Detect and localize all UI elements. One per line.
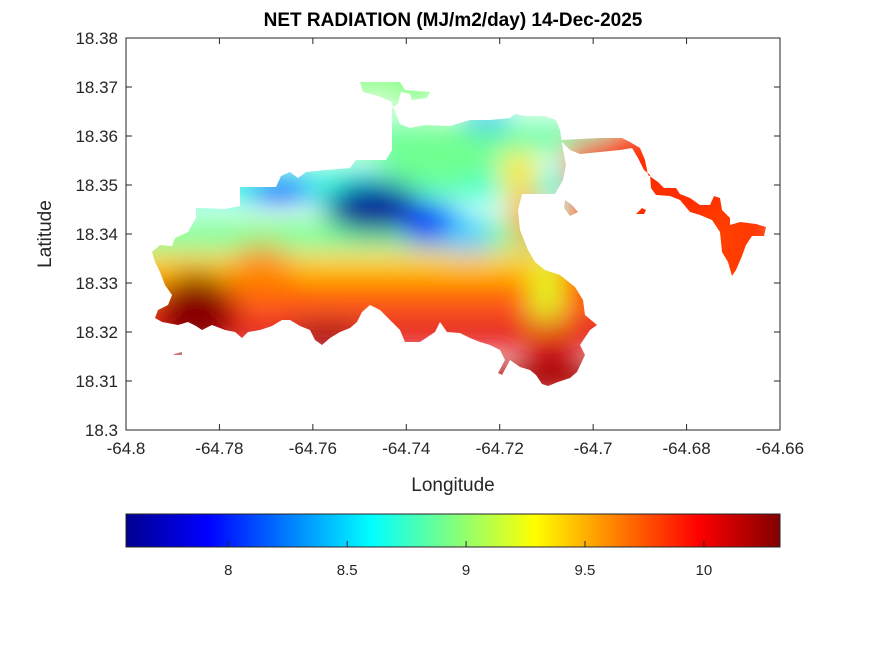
colorbar-tick-label: 10 — [696, 562, 713, 579]
y-tick-label: 18.33 — [75, 274, 118, 293]
x-tick-label: -64.68 — [662, 439, 710, 458]
x-tick-label: -64.8 — [107, 439, 146, 458]
colorbar: 8 8.5 9 9.5 10 — [125, 513, 781, 579]
field-west-mid-high — [231, 244, 292, 293]
chart-title: NET RADIATION (MJ/m2/day) 14-Dec-2025 — [264, 10, 643, 31]
y-tick-label: 18.34 — [75, 225, 118, 244]
x-tick-label: -64.74 — [382, 439, 430, 458]
field-north-plateau — [378, 121, 499, 190]
y-axis-label: Latitude — [35, 200, 56, 268]
y-tick-label: 18.3 — [85, 421, 118, 440]
y-tick-label: 18.36 — [75, 127, 118, 146]
plot-axes: -64.8 -64.78 -64.76 -64.74 -64.72 -64.7 -64.68… — [75, 29, 804, 458]
y-tick-label: 18.38 — [75, 29, 118, 48]
colorbar-gradient — [125, 513, 781, 548]
x-tick-label: -64.76 — [289, 439, 337, 458]
colorbar-tick-label: 9 — [462, 562, 470, 579]
field-east-local — [530, 262, 563, 323]
colorbar-tick-label: 8.5 — [337, 562, 358, 579]
y-tick-label: 18.31 — [75, 372, 118, 391]
colorbar-tick-label: 9.5 — [575, 562, 596, 579]
x-tick-label: -64.66 — [756, 439, 804, 458]
x-tick-label: -64.78 — [195, 439, 243, 458]
x-tick-label: -64.7 — [574, 439, 613, 458]
y-tick-label: 18.32 — [75, 323, 118, 342]
field-central-ring — [441, 220, 494, 253]
field-east-flank — [500, 149, 537, 202]
x-axis-label: Longitude — [411, 475, 494, 496]
x-tick-label: -64.72 — [476, 439, 524, 458]
y-tick-label: 18.37 — [75, 78, 118, 97]
y-tick-label: 18.35 — [75, 176, 118, 195]
colorbar-tick-label: 8 — [224, 562, 232, 579]
field-central-minimum — [325, 181, 422, 234]
